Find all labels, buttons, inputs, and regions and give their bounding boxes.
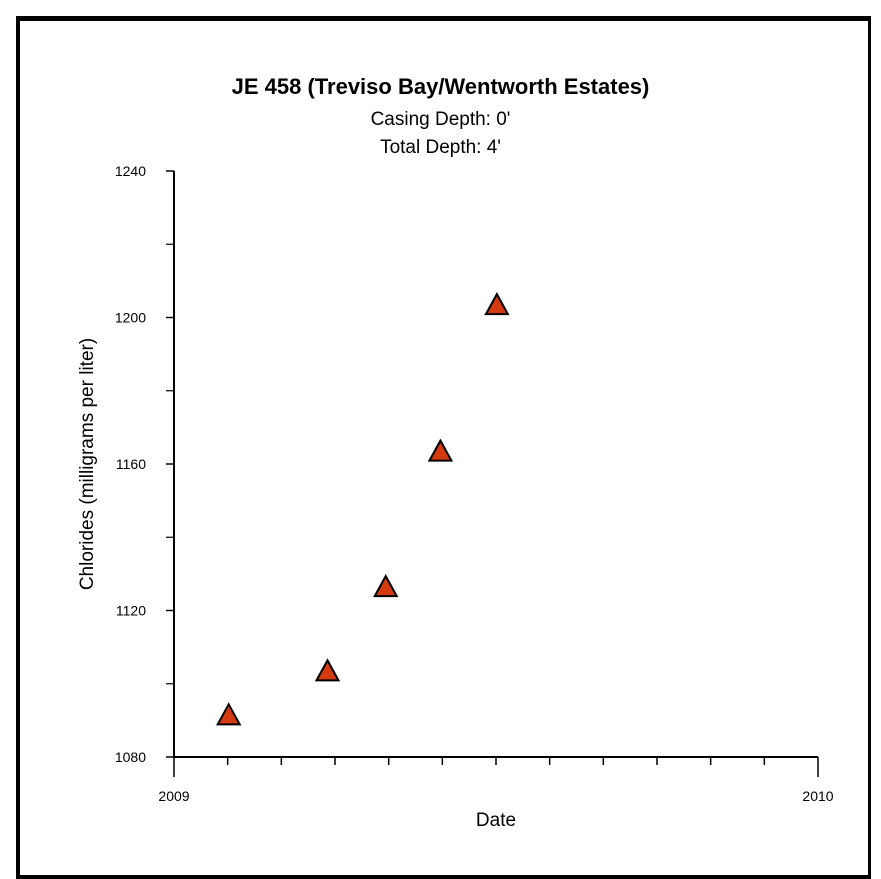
casing-depth-label: Casing Depth: 0' bbox=[370, 109, 511, 130]
total-depth-label: Total Depth: 4' bbox=[380, 137, 501, 158]
chart-frame-right bbox=[868, 16, 871, 877]
data-point-marker bbox=[216, 702, 242, 726]
chart-frame-left bbox=[16, 16, 20, 879]
x-tick-label: 2009 bbox=[158, 788, 189, 804]
chart-frame-top bbox=[16, 16, 871, 21]
data-point-marker bbox=[373, 574, 399, 598]
y-tick-label: 1160 bbox=[116, 456, 146, 472]
chart-frame-bottom bbox=[16, 875, 871, 879]
data-point-marker bbox=[314, 658, 341, 682]
data-point-marker bbox=[427, 438, 454, 462]
y-tick-label: 1240 bbox=[115, 163, 146, 179]
x-tick-label: 2010 bbox=[802, 788, 833, 804]
y-tick-label: 1120 bbox=[116, 603, 146, 619]
y-tick-label: 1080 bbox=[115, 749, 146, 765]
chart-title: JE 458 (Treviso Bay/Wentworth Estates) bbox=[231, 74, 650, 99]
data-point-marker bbox=[484, 292, 510, 316]
x-axis-label: Date bbox=[475, 810, 517, 831]
y-tick-label: 1200 bbox=[115, 310, 146, 326]
